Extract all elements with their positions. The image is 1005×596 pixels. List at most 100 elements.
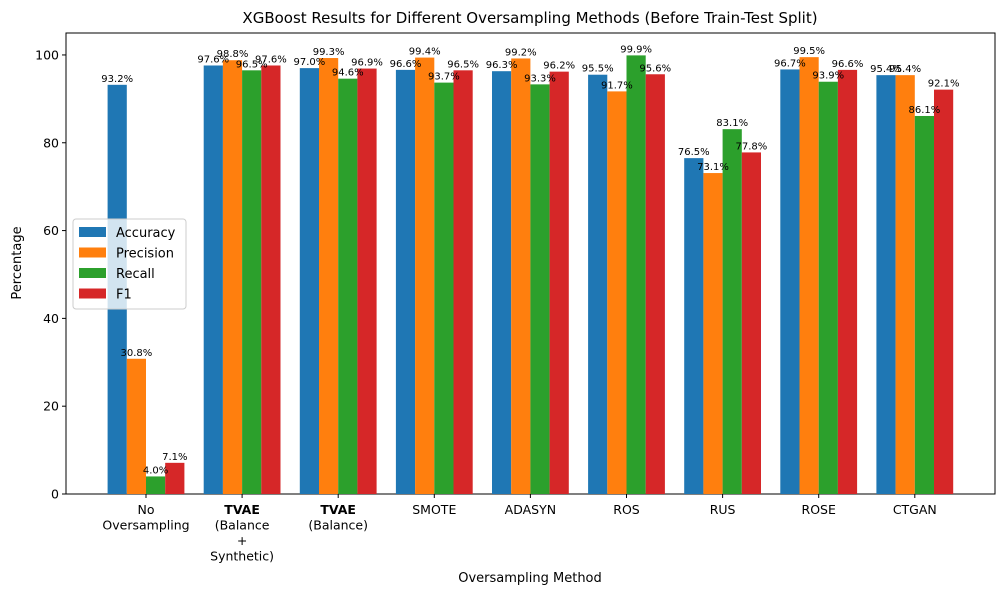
bar-recall-smote: [434, 82, 454, 495]
legend-box: [72, 218, 187, 310]
data-label-precision-rus: 73.1%: [697, 162, 729, 173]
data-labels-group: 93.2%30.8%4.0%7.1%97.6%98.8%96.5%97.6% 97…: [101, 44, 959, 476]
bar-f1-no-oversampling: [165, 462, 185, 494]
data-label-recall-tvae-balance: 94.6%: [332, 68, 364, 79]
data-label-precision-tvae-balance: 99.3%: [313, 47, 345, 58]
legend-swatch-precision: [79, 247, 106, 258]
bar-recall-ros: [626, 55, 646, 495]
bar-accuracy-ctgan: [876, 75, 896, 495]
y-tick-label: 0: [51, 487, 59, 502]
data-label-precision-no-oversampling: 30.8%: [121, 348, 153, 359]
legend-swatch-recall: [79, 268, 106, 278]
data-label-recall-tvae-balance-synthetic: 96.5%: [236, 59, 268, 70]
data-label-f1-adasyn: 96.2%: [543, 61, 575, 72]
data-label-f1-tvae-balance-synthetic: 97.6%: [255, 54, 287, 65]
data-label-accuracy-tvae-balance-synthetic: 97.6%: [197, 54, 229, 65]
bar-f1-rus: [741, 152, 761, 494]
bar-accuracy-adasyn: [492, 71, 512, 494]
data-label-precision-ctgan: 95.4%: [889, 64, 921, 75]
legend: Accuracy Precision Recall F1: [72, 218, 187, 310]
y-tick-label: 40: [43, 311, 59, 326]
data-label-f1-ros: 95.6%: [639, 63, 671, 74]
bar-precision-ros: [607, 91, 627, 494]
data-label-recall-ctgan: 86.1%: [909, 105, 941, 116]
bar-accuracy-tvae-balance-synthetic: [203, 65, 223, 494]
bar-precision-no-oversampling: [126, 358, 146, 494]
data-label-precision-smote: 99.4%: [409, 47, 441, 58]
data-label-precision-ros: 91.7%: [601, 80, 633, 91]
bar-precision-smote: [415, 57, 435, 494]
data-label-accuracy-rus: 76.5%: [678, 147, 710, 158]
bar-f1-adasyn: [549, 71, 569, 494]
data-label-accuracy-smote: 96.6%: [390, 59, 422, 70]
x-tick-label-tvae-balance-synthetic: TVAE (Balance + Synthetic): [210, 502, 274, 564]
data-label-recall-no-oversampling: 4.0%: [143, 465, 168, 476]
data-label-accuracy-ros: 95.5%: [582, 64, 614, 75]
legend-label-accuracy: Accuracy: [116, 226, 176, 241]
y-tick-label: 20: [43, 399, 59, 414]
legend-swatch-f1: [79, 288, 106, 299]
x-tick-label-adasyn: ADASYN: [505, 502, 556, 517]
x-tick-label-ctgan: CTGAN: [893, 502, 937, 517]
data-label-recall-smote: 93.7%: [428, 72, 460, 83]
bar-precision-ctgan: [895, 75, 915, 495]
data-label-precision-rose: 99.5%: [793, 46, 825, 57]
bar-precision-rus: [703, 173, 723, 494]
x-tick-label-tvae-balance: TVAE (Balance): [308, 502, 368, 533]
y-tick-label: 100: [35, 47, 59, 62]
bar-accuracy-rus: [684, 158, 704, 494]
bar-precision-rose: [799, 57, 819, 495]
data-label-f1-no-oversampling: 7.1%: [162, 452, 187, 463]
bar-recall-ctgan: [914, 115, 934, 494]
bar-f1-rose: [837, 69, 858, 494]
x-tick-label-ros: ROS: [613, 502, 640, 517]
data-label-recall-ros: 99.9%: [620, 44, 652, 55]
bar-recall-tvae-balance-synthetic: [242, 70, 262, 495]
plot-area: 93.2%30.8%4.0%7.1%97.6%98.8%96.5%97.6% 97…: [65, 32, 996, 495]
x-axis-label: Oversampling Method: [458, 571, 602, 586]
legend-swatch-accuracy: [79, 227, 106, 237]
bar-recall-adasyn: [530, 84, 550, 495]
bar-accuracy-ros: [588, 74, 608, 494]
bar-f1-tvae-balance: [357, 68, 377, 494]
x-tick-label-rus: RUS: [710, 502, 736, 517]
data-label-accuracy-ctgan: 95.4%: [870, 64, 902, 75]
x-tick-label-no-oversampling: No Oversampling: [102, 502, 189, 533]
data-label-f1-tvae-balance: 96.9%: [351, 58, 383, 69]
bar-recall-no-oversampling: [146, 476, 166, 494]
bar-recall-tvae-balance: [338, 78, 358, 494]
bar-precision-tvae-balance: [319, 58, 339, 494]
y-tick-label: 60: [43, 223, 59, 238]
data-label-accuracy-rose: 96.7%: [774, 58, 806, 69]
bars-group: [107, 55, 954, 495]
bar-f1-smote: [453, 70, 473, 495]
data-label-f1-rose: 96.6%: [832, 59, 864, 70]
x-axis: No Oversampling TVAE (Balance + Synthetic) TVA…: [102, 494, 937, 564]
data-label-recall-rose: 93.9%: [812, 71, 844, 82]
x-tick-label-smote: SMOTE: [412, 502, 456, 517]
bar-precision-tvae-balance-synthetic: [222, 60, 243, 495]
chart-title: XGBoost Results for Different Oversampli…: [242, 9, 817, 27]
data-label-accuracy-adasyn: 96.3%: [486, 60, 518, 71]
bar-accuracy-smote: [395, 69, 416, 494]
legend-label-recall: Recall: [116, 267, 155, 282]
bar-accuracy-rose: [780, 69, 800, 494]
bar-accuracy-tvae-balance: [299, 68, 319, 494]
data-label-recall-adasyn: 93.3%: [524, 73, 556, 84]
y-axis: 0 20 40 60 80 100: [35, 47, 66, 502]
bar-recall-rose: [818, 81, 838, 494]
data-label-precision-tvae-balance-synthetic: 98.8%: [217, 49, 249, 60]
data-label-accuracy-no-oversampling: 93.2%: [101, 74, 133, 85]
data-label-f1-rus: 77.8%: [736, 141, 768, 152]
data-label-f1-smote: 96.5%: [447, 59, 479, 70]
legend-label-precision: Precision: [116, 247, 174, 262]
bar-recall-rus: [722, 129, 742, 494]
data-label-accuracy-tvae-balance: 97.0%: [294, 57, 326, 68]
bar-f1-ctgan: [934, 89, 954, 494]
bar-f1-ros: [645, 74, 665, 494]
y-axis-label: Percentage: [10, 226, 25, 299]
bar-precision-adasyn: [511, 58, 531, 495]
data-label-recall-rus: 83.1%: [716, 118, 748, 129]
data-label-f1-ctgan: 92.1%: [928, 79, 960, 90]
